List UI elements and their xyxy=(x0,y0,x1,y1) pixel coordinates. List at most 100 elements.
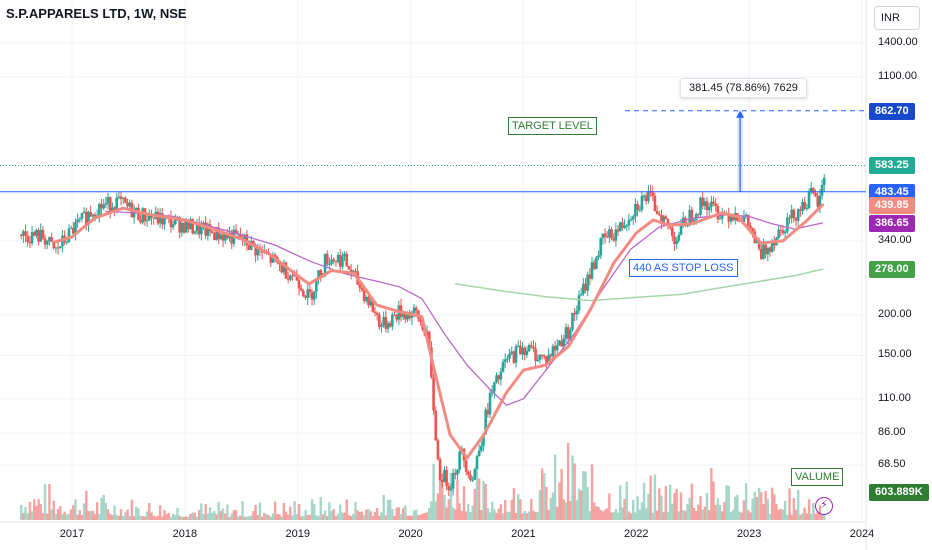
volume-bar xyxy=(310,499,314,520)
candle-body xyxy=(223,232,227,241)
volume-bar xyxy=(801,513,804,520)
volume-bar xyxy=(512,488,516,520)
candle-body xyxy=(512,351,516,363)
candle-body xyxy=(503,359,507,362)
candle-body xyxy=(560,340,563,347)
candle-body xyxy=(89,212,92,217)
volume-bar xyxy=(76,514,79,520)
volume-bar xyxy=(632,499,635,520)
candle-body xyxy=(26,235,30,243)
candle-body xyxy=(764,244,767,255)
candle-body xyxy=(141,208,145,223)
volume-bar xyxy=(430,501,433,520)
candle-body xyxy=(768,247,772,252)
candle-body xyxy=(273,254,277,257)
candle-body xyxy=(571,312,574,330)
candle-body xyxy=(519,345,522,355)
time-tick-label: 2021 xyxy=(511,528,536,540)
volume-bar xyxy=(525,513,529,520)
volume-bar xyxy=(488,512,492,520)
candle-body xyxy=(653,196,657,212)
candle-body xyxy=(254,245,257,256)
stop-loss-label[interactable]: 440 AS STOP LOSS xyxy=(629,259,738,277)
candle-body xyxy=(553,346,557,351)
candle-body xyxy=(445,469,448,487)
candle-body xyxy=(145,220,149,222)
volume-bar xyxy=(816,511,819,520)
candle-body xyxy=(484,409,487,435)
candle-body xyxy=(536,359,540,361)
candle-body xyxy=(217,227,221,240)
candle-body xyxy=(69,227,73,229)
candle-body xyxy=(640,196,644,210)
candle-body xyxy=(788,217,791,219)
candle-body xyxy=(137,207,140,220)
volume-bar xyxy=(278,514,281,520)
volume-bar xyxy=(597,506,600,520)
volume-bar xyxy=(619,485,622,520)
volume-bar xyxy=(362,515,366,520)
volume-bar xyxy=(725,485,728,520)
volume-bar xyxy=(132,516,136,520)
volume-bar xyxy=(601,511,605,520)
currency-button[interactable]: INR xyxy=(874,6,920,30)
volume-bar xyxy=(254,504,257,520)
volume-bar xyxy=(152,515,155,520)
volume-bar xyxy=(599,509,602,520)
volume-note-label[interactable]: VALUME xyxy=(791,468,844,486)
volume-bar xyxy=(473,488,477,520)
candle-body xyxy=(297,280,301,289)
candle-body xyxy=(820,185,824,196)
volume-bar xyxy=(234,509,238,520)
volume-bar xyxy=(677,511,681,520)
volume-bar xyxy=(328,502,331,520)
volume-bar xyxy=(289,506,292,520)
volume-bar xyxy=(365,509,368,520)
candle-body xyxy=(334,261,338,263)
volume-bar xyxy=(796,489,800,520)
price-tag: 862.70 xyxy=(869,102,915,120)
volume-bar xyxy=(293,501,296,520)
candle-body xyxy=(766,247,770,255)
volume-bar xyxy=(807,499,811,520)
volume-bar xyxy=(423,513,427,520)
candle-body xyxy=(449,488,453,491)
candle-body xyxy=(473,469,477,480)
volume-bar xyxy=(508,511,511,520)
candle-body xyxy=(58,246,62,249)
candle-body xyxy=(482,434,485,446)
candle-body xyxy=(506,358,509,360)
volume-bar xyxy=(243,516,246,520)
volume-bar xyxy=(710,467,713,520)
volume-bar xyxy=(280,516,283,520)
volume-bar xyxy=(764,490,767,520)
volume-bar xyxy=(85,490,88,520)
candle-body xyxy=(480,445,483,451)
volume-bar xyxy=(180,516,184,520)
candle-body xyxy=(28,242,32,244)
candle-body xyxy=(644,195,648,202)
candle-body xyxy=(124,197,127,203)
volume-bar xyxy=(232,510,236,520)
volume-bar xyxy=(471,505,474,520)
volume-bar xyxy=(341,512,344,520)
volume-bar xyxy=(681,510,685,520)
candle-body xyxy=(82,211,86,213)
candle-body xyxy=(210,231,214,234)
volume-bar xyxy=(538,489,542,520)
volume-bar xyxy=(148,503,151,520)
volume-bar xyxy=(343,512,346,520)
candle-body xyxy=(380,325,383,327)
volume-bar xyxy=(412,510,416,520)
candle-body xyxy=(52,241,56,249)
candle-body xyxy=(22,231,25,236)
candle-body xyxy=(584,283,587,291)
candle-body xyxy=(623,225,626,228)
volume-bar xyxy=(82,503,86,520)
candle-body xyxy=(373,311,377,313)
candle-body xyxy=(412,307,416,314)
target-level-label[interactable]: TARGET LEVEL xyxy=(508,117,597,135)
volume-bar xyxy=(480,510,483,520)
lightning-icon[interactable]: ⚡ xyxy=(815,497,833,515)
